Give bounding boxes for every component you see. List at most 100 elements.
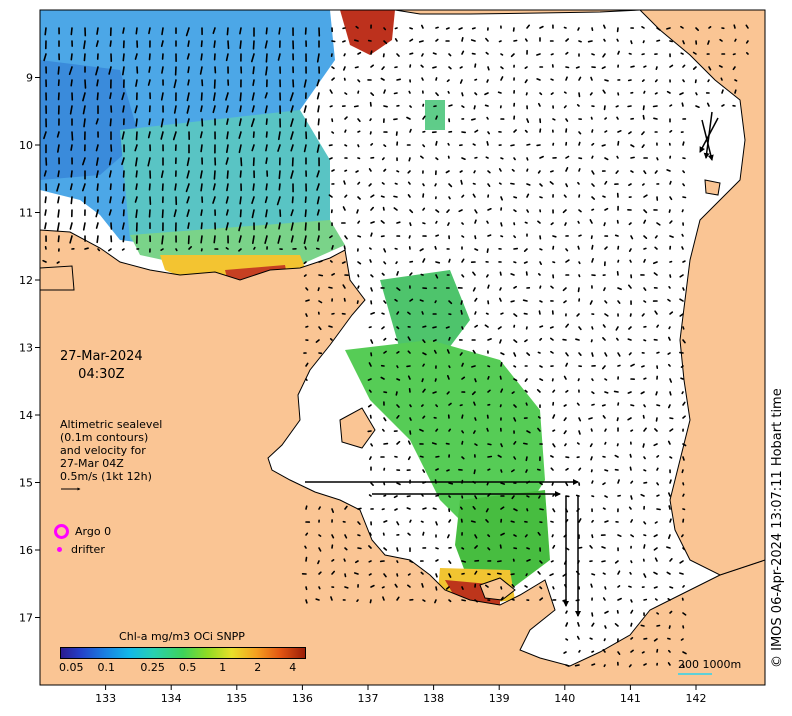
velocity-arrow — [186, 209, 190, 217]
velocity-arrow — [682, 287, 685, 291]
velocity-arrow — [380, 77, 385, 81]
velocity-arrow — [331, 169, 335, 172]
colorbar-tick-label: 1 — [219, 661, 227, 674]
velocity-arrow — [604, 180, 608, 185]
velocity-arrow — [577, 27, 580, 31]
velocity-arrow — [643, 456, 646, 460]
velocity-arrow — [551, 482, 554, 486]
velocity-arrow — [604, 79, 609, 82]
velocity-arrow — [238, 118, 242, 127]
velocity-arrow — [225, 53, 229, 62]
velocity-arrow — [186, 53, 190, 60]
velocity-arrow — [578, 417, 582, 422]
velocity-arrow — [409, 404, 412, 408]
velocity-arrow — [549, 455, 554, 458]
velocity-arrow — [344, 573, 347, 578]
velocity-arrow — [513, 365, 517, 368]
velocity-arrow — [591, 53, 595, 56]
velocity-arrow — [563, 651, 567, 654]
velocity-arrow — [225, 105, 229, 113]
velocity-arrow — [434, 599, 437, 604]
velocity-arrow — [304, 246, 307, 250]
velocity-arrow — [303, 105, 307, 113]
velocity-arrow — [96, 92, 99, 101]
velocity-arrow — [435, 404, 439, 408]
velocity-arrow — [474, 378, 477, 383]
velocity-arrow — [565, 66, 570, 69]
velocity-arrow — [393, 195, 398, 198]
velocity-arrow — [486, 482, 489, 486]
velocity-arrow — [305, 313, 308, 318]
velocity-arrow — [147, 131, 151, 139]
velocity-arrow — [370, 482, 374, 487]
velocity-arrow — [461, 560, 467, 563]
velocity-arrow — [277, 131, 281, 141]
velocity-arrow — [500, 222, 503, 227]
velocity-arrow — [435, 586, 438, 591]
velocity-arrow — [344, 547, 348, 551]
velocity-arrow — [513, 456, 517, 460]
velocity-arrow — [172, 131, 177, 141]
velocity-arrow — [552, 586, 555, 590]
velocity-arrow — [589, 544, 593, 549]
chl-patch-teal — [120, 110, 330, 255]
velocity-arrow — [96, 235, 99, 244]
velocity-arrow — [96, 27, 99, 35]
velocity-arrow — [277, 144, 281, 152]
velocity-arrow — [238, 222, 242, 232]
velocity-arrow — [318, 571, 322, 575]
velocity-arrow — [682, 493, 685, 497]
velocity-arrow — [200, 183, 203, 192]
velocity-arrow — [653, 571, 658, 575]
velocity-arrow — [459, 66, 463, 69]
velocity-arrow — [331, 245, 334, 250]
velocity-arrow — [576, 635, 580, 640]
velocity-arrow — [57, 209, 60, 218]
velocity-arrow — [305, 599, 308, 604]
velocity-arrow — [526, 558, 531, 562]
velocity-arrow — [265, 183, 268, 191]
velocity-arrow — [604, 300, 608, 304]
velocity-arrow — [135, 79, 138, 87]
velocity-arrow — [251, 209, 255, 219]
velocity-arrow — [446, 349, 450, 354]
velocity-arrow — [383, 89, 386, 94]
velocity-arrow — [419, 299, 424, 302]
velocity-arrow — [435, 428, 439, 432]
velocity-arrow — [355, 25, 359, 29]
velocity-arrow — [420, 571, 424, 575]
velocity-arrow — [56, 222, 60, 232]
velocity-arrow — [383, 350, 387, 354]
velocity-arrow — [525, 469, 528, 473]
velocity-arrow — [563, 417, 567, 422]
velocity-arrow — [616, 155, 619, 159]
velocity-arrow — [617, 130, 622, 133]
velocity-arrow — [394, 298, 398, 302]
velocity-arrow — [200, 105, 203, 113]
velocity-arrow — [409, 519, 412, 523]
velocity-arrow — [563, 375, 567, 380]
velocity-arrow — [409, 27, 414, 30]
velocity-arrow — [186, 118, 190, 127]
velocity-arrow — [396, 78, 402, 81]
velocity-arrow — [422, 599, 426, 602]
velocity-arrow — [513, 352, 517, 357]
velocity-arrow — [95, 209, 99, 218]
velocity-arrow — [147, 79, 151, 86]
velocity-arrow — [57, 235, 60, 243]
velocity-arrow — [617, 50, 620, 55]
velocity-arrow — [474, 235, 477, 240]
cape-york — [639, 10, 765, 576]
velocity-arrow — [435, 274, 439, 279]
velocity-arrow — [604, 428, 607, 432]
velocity-arrow — [630, 622, 633, 627]
velocity-arrow — [251, 144, 255, 152]
velocity-arrow — [666, 90, 671, 94]
velocity-arrow — [628, 664, 632, 668]
velocity-arrow — [422, 144, 426, 148]
legend-argo: Argo 0 — [54, 524, 111, 539]
velocity-arrow — [409, 298, 414, 302]
velocity-arrow — [70, 53, 73, 61]
velocity-arrow — [433, 349, 437, 354]
velocity-arrow — [435, 234, 440, 237]
